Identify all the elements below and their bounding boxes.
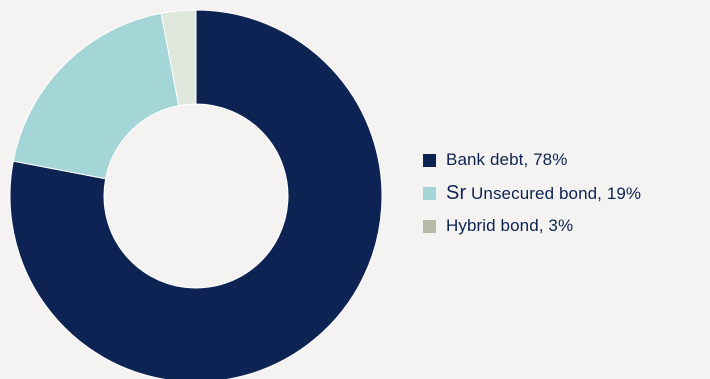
legend-swatch-sr-unsecured-bond — [423, 186, 436, 200]
legend-item-bank-debt: Bank debt, 78% — [423, 148, 641, 172]
donut-slice-hybrid-bond — [160, 9, 197, 107]
legend-label-sr-unsecured-bond: Sr Unsecured bond, 19% — [446, 181, 641, 206]
legend-item-hybrid-bond: Hybrid bond, 3% — [423, 214, 641, 238]
legend-label-rest: Unsecured bond, 19% — [466, 183, 642, 203]
legend-label-hybrid-bond: Hybrid bond, 3% — [446, 216, 574, 235]
legend-label-bank-debt: Bank debt, 78% — [446, 150, 568, 169]
legend-swatch-bank-debt — [423, 153, 436, 167]
legend-item-sr-unsecured-bond: Sr Unsecured bond, 19% — [423, 181, 641, 205]
legend-label-prefix: Sr — [446, 181, 467, 204]
legend-swatch-hybrid-bond — [423, 219, 436, 233]
donut-slice-bank-debt — [9, 9, 383, 379]
donut-slice-sr-unsecured-bond — [12, 12, 180, 180]
chart-legend: Bank debt, 78% Sr Unsecured bond, 19% Hy… — [423, 148, 641, 238]
